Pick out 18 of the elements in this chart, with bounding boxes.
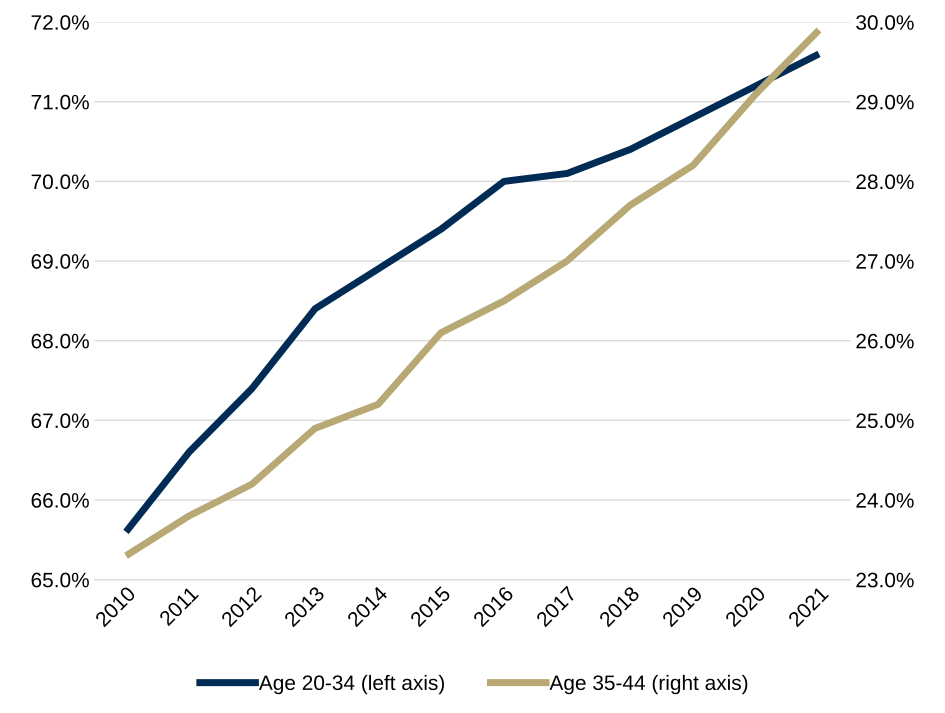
y-tick-label: 65.0% bbox=[32, 572, 89, 588]
y-tick-label: 66.0% bbox=[32, 493, 89, 508]
y-tick-label: 70.0% bbox=[32, 174, 89, 190]
y-tick-label: 69.0% bbox=[32, 254, 89, 269]
y2-tick-label: 25.0% bbox=[856, 413, 914, 428]
y-tick-label: 67.0% bbox=[32, 413, 89, 428]
legend-label: Age 20-34 (left axis) bbox=[258, 674, 444, 694]
y2-tick-label: 24.0% bbox=[856, 493, 914, 508]
y-tick-label: 71.0% bbox=[32, 94, 89, 110]
y2-tick-label: 27.0% bbox=[856, 254, 914, 269]
y2-tick-label: 23.0% bbox=[856, 572, 914, 588]
y-tick-label: 72.0% bbox=[32, 15, 89, 30]
y2-tick-label: 29.0% bbox=[856, 94, 914, 110]
y2-tick-label: 30.0% bbox=[856, 15, 914, 30]
y-tick-label: 68.0% bbox=[32, 334, 89, 348]
legend-label: Age 35-44 (right axis) bbox=[550, 674, 748, 694]
y2-tick-label: 26.0% bbox=[856, 334, 914, 348]
y2-tick-label: 28.0% bbox=[856, 174, 914, 190]
